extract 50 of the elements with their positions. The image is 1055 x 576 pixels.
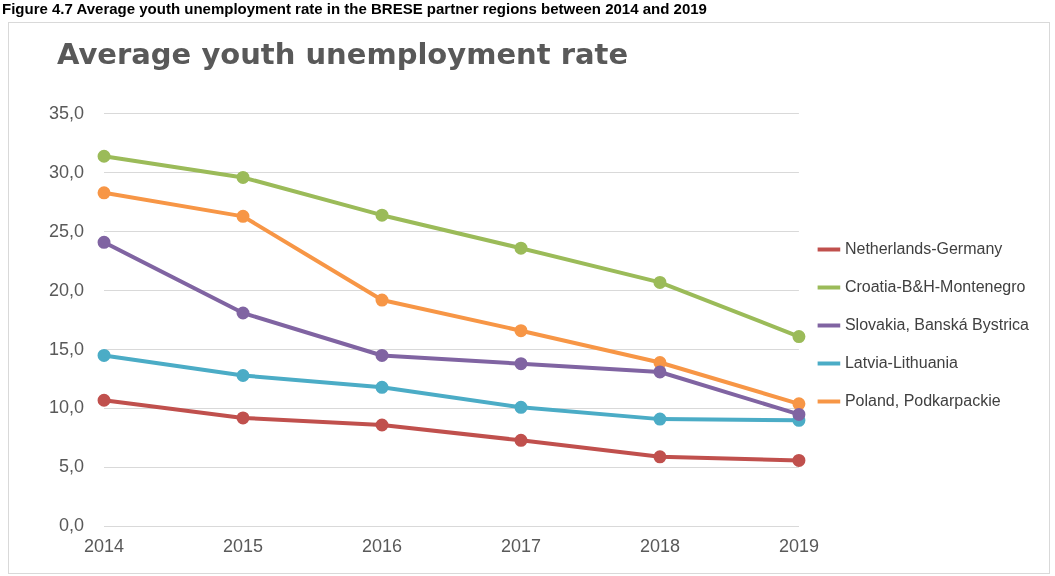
point [653, 450, 667, 464]
point [792, 407, 806, 421]
point [97, 393, 111, 407]
y-tick-label: 20,0 [48, 279, 85, 300]
y-tick-label: 15,0 [48, 338, 85, 359]
point [653, 356, 667, 370]
x-tick-label: 2016 [361, 536, 403, 557]
point [792, 453, 806, 467]
point [236, 369, 250, 383]
x-tick-label: 2019 [778, 536, 819, 557]
legend-label: Croatia-B&H-Montenegro [844, 277, 1026, 295]
point [375, 293, 389, 307]
x-tick-label: 2015 [222, 536, 264, 557]
point [653, 365, 667, 379]
y-tick-label: 5,0 [59, 456, 85, 477]
point [236, 306, 250, 320]
x-tick-label: 2017 [500, 536, 541, 557]
y-tick-label: 25,0 [48, 220, 85, 241]
point [375, 348, 389, 362]
legend-label: Latvia-Lithuania [844, 353, 958, 371]
point [514, 324, 528, 338]
chart-title: Average youth unemployment rate [57, 37, 629, 71]
y-tick-label: 0,0 [59, 515, 85, 536]
point [514, 357, 528, 371]
legend-label: Poland, Podkarpackie [844, 391, 1001, 409]
point [97, 149, 111, 163]
point [236, 209, 250, 223]
caption: Figure 4.7 Average youth unemployment rate in the BRESE partner regions between 2014 and 2019 [2, 0, 707, 17]
x-tick-label: 2014 [84, 536, 125, 557]
legend-label: Netherlands-Germany [844, 239, 1003, 257]
y-tick-label: 35,0 [48, 102, 85, 123]
point [236, 411, 250, 425]
point [653, 412, 667, 426]
point [375, 380, 389, 394]
x-tick-label: 2018 [639, 536, 680, 557]
point [375, 418, 389, 432]
point [514, 241, 528, 255]
point [97, 186, 111, 200]
point [514, 400, 528, 414]
point [97, 235, 111, 249]
y-tick-label: 10,0 [48, 397, 85, 418]
point [653, 275, 667, 289]
point [792, 330, 806, 344]
point [792, 397, 806, 411]
point [514, 433, 528, 447]
point [236, 170, 250, 184]
legend-label: Slovakia, Banská Bystrica [844, 315, 1030, 333]
point [375, 208, 389, 222]
point [97, 348, 111, 362]
y-tick-label: 30,0 [48, 161, 85, 182]
